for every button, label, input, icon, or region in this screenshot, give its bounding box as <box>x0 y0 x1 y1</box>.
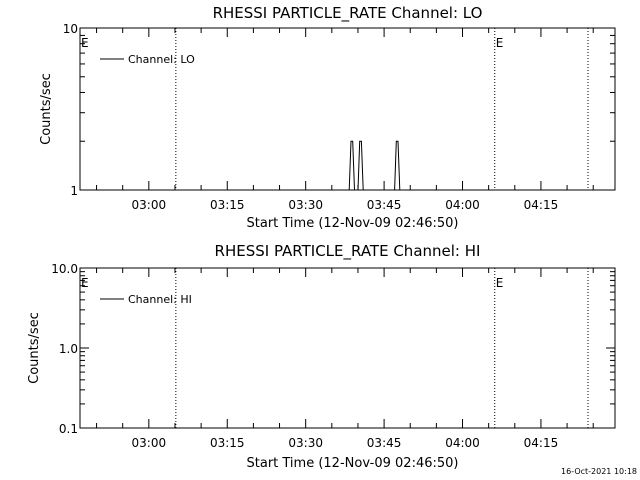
x-tick-label: 03:15 <box>210 436 245 450</box>
legend-label: Channel: HI <box>128 293 192 306</box>
x-tick-label: 03:45 <box>367 436 402 450</box>
event-marker-label: E <box>81 276 89 290</box>
event-marker-label: E <box>496 36 504 50</box>
x-tick-label: 03:00 <box>132 198 167 212</box>
x-tick-label: 03:30 <box>288 436 323 450</box>
x-tick-label: 03:30 <box>288 198 323 212</box>
x-tick-label: 03:45 <box>367 198 402 212</box>
x-tick-label: 03:15 <box>210 198 245 212</box>
y-tick-label: 1.0 <box>59 342 78 356</box>
y-tick-label: 10.0 <box>51 262 78 276</box>
chart-title: RHESSI PARTICLE_RATE Channel: HI <box>215 242 481 261</box>
x-tick-label: 04:15 <box>524 436 559 450</box>
y-tick-label: 10 <box>63 22 78 36</box>
plot-frame <box>79 27 616 191</box>
x-tick-label: 04:00 <box>445 198 480 212</box>
y-tick-label: 0.1 <box>59 422 78 436</box>
x-tick-label: 04:00 <box>445 436 480 450</box>
y-axis-title: Counts/sec <box>27 312 42 384</box>
event-marker-label: E <box>81 36 89 50</box>
chart-panel-lo: RHESSI PARTICLE_RATE Channel: LO 1 10 03:00… <box>39 4 616 231</box>
plot-frame <box>79 267 616 429</box>
chart-panel-hi: RHESSI PARTICLE_RATE Channel: HI 0.1 1.0 10… <box>27 242 616 471</box>
series-line <box>348 140 401 191</box>
event-marker-label: E <box>496 276 504 290</box>
x-axis-title: Start Time (12-Nov-09 02:46:50) <box>247 216 459 231</box>
x-tick-label: 03:00 <box>132 436 167 450</box>
timestamp-label: 16-Oct-2021 10:18 <box>561 467 637 476</box>
y-axis-title: Counts/sec <box>39 73 54 145</box>
x-axis-title: Start Time (12-Nov-09 02:46:50) <box>247 456 459 471</box>
y-tick-label: 1 <box>70 184 78 198</box>
x-tick-label: 04:15 <box>524 198 559 212</box>
chart-title: RHESSI PARTICLE_RATE Channel: LO <box>213 4 483 23</box>
legend-label: Channel: LO <box>128 53 195 66</box>
